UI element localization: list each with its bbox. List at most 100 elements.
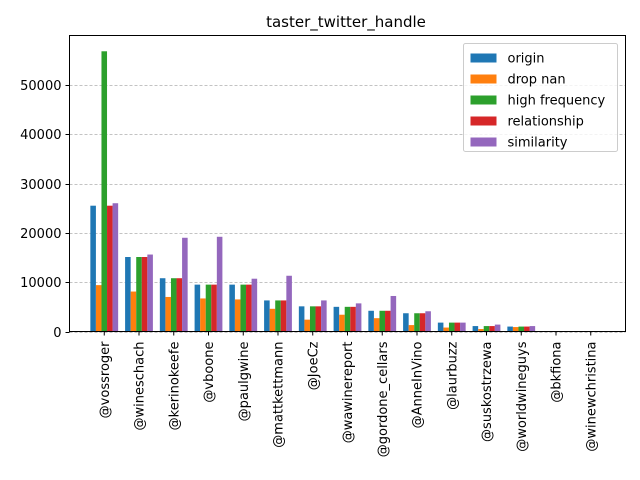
bar-origin — [368, 310, 374, 332]
chart-title: taster_twitter_handle — [266, 13, 426, 32]
bar-similarity — [147, 254, 153, 332]
legend-label: high frequency — [508, 94, 606, 109]
legend-box — [463, 43, 618, 152]
bar-drop-nan — [478, 329, 484, 332]
bar-relationship — [176, 278, 183, 332]
bar-similarity — [182, 237, 188, 332]
bar-relationship — [454, 322, 461, 332]
bar-high-frequency — [518, 326, 525, 332]
bar-origin — [159, 278, 166, 332]
legend-label: similarity — [508, 136, 568, 151]
x-tick-label: @worldwineguys — [515, 341, 530, 451]
bar-high-frequency — [483, 326, 490, 332]
x-tick-label: @gordone_cellars — [376, 341, 391, 457]
bar-relationship — [524, 326, 530, 332]
bar-origin — [507, 326, 513, 332]
bar-similarity — [286, 275, 292, 332]
x-tick-label: @JoeCz — [306, 341, 321, 390]
bar-drop-nan — [95, 285, 102, 332]
bar-drop-nan — [234, 299, 241, 332]
legend-swatch-drop-nan — [470, 74, 497, 84]
bar-drop-nan — [339, 314, 345, 332]
bar-similarity — [216, 236, 223, 332]
bars — [90, 51, 605, 332]
bar-origin — [403, 313, 409, 332]
bar-relationship — [246, 284, 252, 332]
bar-drop-nan — [512, 327, 519, 332]
x-tick-label: @wawinereport — [341, 342, 356, 444]
legend-swatch-relationship — [470, 116, 497, 126]
bar-drop-nan — [269, 308, 276, 332]
bar-origin — [90, 205, 96, 332]
legend-swatch-similarity — [470, 137, 497, 147]
x-tick-label: @vossroger — [98, 341, 113, 418]
bar-similarity — [112, 203, 119, 332]
bar-high-frequency — [101, 51, 108, 332]
y-tick-label: 0 — [53, 326, 61, 341]
legend-swatch-origin — [470, 53, 497, 63]
y-tick-label: 50000 — [20, 79, 61, 94]
bar-similarity — [425, 311, 431, 332]
bar-relationship — [489, 326, 495, 332]
bar-similarity — [390, 295, 397, 332]
bar-high-frequency — [170, 278, 177, 332]
bar-similarity — [321, 300, 327, 332]
legend-swatch-high-frequency — [470, 95, 497, 105]
bar-similarity — [355, 303, 362, 332]
x-tick-label: @kerinokeefe — [167, 342, 182, 431]
bar-high-frequency — [344, 306, 351, 332]
legend-label: relationship — [508, 115, 584, 130]
bar-origin — [125, 257, 131, 332]
bar-high-frequency — [275, 300, 281, 332]
x-tick-label: @wineschach — [133, 342, 148, 431]
y-tick-label: 10000 — [20, 276, 61, 291]
bar-similarity — [251, 278, 258, 332]
x-axis: @vossroger @wineschach @kerinokeefe @vboone… — [98, 331, 599, 457]
bar-drop-nan — [408, 325, 415, 332]
bar-relationship — [385, 310, 391, 332]
bar-drop-nan — [304, 319, 310, 332]
bar-relationship — [141, 257, 148, 332]
bar-origin — [333, 306, 340, 332]
bar-drop-nan — [443, 327, 449, 332]
x-tick-label: @laurbuzz — [445, 341, 460, 409]
y-tick-label: 30000 — [20, 178, 61, 193]
y-tick-label: 20000 — [20, 227, 61, 242]
bar-similarity — [460, 322, 466, 332]
legend-label: origin — [508, 52, 545, 67]
y-tick-label: 40000 — [20, 128, 61, 143]
bar-relationship — [280, 300, 287, 332]
bar-origin — [472, 326, 479, 332]
bar-high-frequency — [448, 322, 455, 332]
x-tick-label: @vboone — [202, 342, 217, 403]
x-tick-label: @mattkettmann — [272, 342, 287, 448]
bar-similarity — [494, 324, 501, 332]
bar-origin — [229, 284, 235, 332]
bar-relationship — [315, 306, 322, 332]
bar-high-frequency — [136, 257, 142, 332]
bar-drop-nan — [130, 291, 137, 332]
x-tick-label: @suskostrzewa — [480, 342, 495, 442]
x-tick-label: @winewchristina — [584, 342, 599, 452]
bar-relationship — [350, 306, 356, 332]
bar-relationship — [211, 284, 217, 332]
bar-drop-nan — [373, 318, 380, 332]
bar-high-frequency — [309, 306, 316, 332]
bar-high-frequency — [414, 313, 420, 332]
bar-drop-nan — [165, 296, 171, 332]
bar-high-frequency — [205, 284, 212, 332]
bar-origin — [264, 300, 270, 332]
x-tick-label: @AnneInVino — [411, 341, 426, 428]
x-tick-label: @paulgwine — [237, 342, 252, 422]
y-axis: 0 10000 20000 30000 40000 50000 — [20, 79, 70, 341]
legend: origin drop nan high frequency relationship… — [463, 43, 618, 152]
x-tick-label: @bkfiona — [550, 342, 565, 403]
bar-relationship — [419, 313, 426, 332]
bar-similarity — [529, 326, 536, 332]
bar-high-frequency — [379, 310, 386, 332]
bar-high-frequency — [240, 284, 247, 332]
bar-origin — [298, 306, 305, 332]
bar-origin — [437, 322, 444, 332]
legend-label: drop nan — [508, 73, 566, 88]
bar-drop-nan — [200, 298, 206, 332]
